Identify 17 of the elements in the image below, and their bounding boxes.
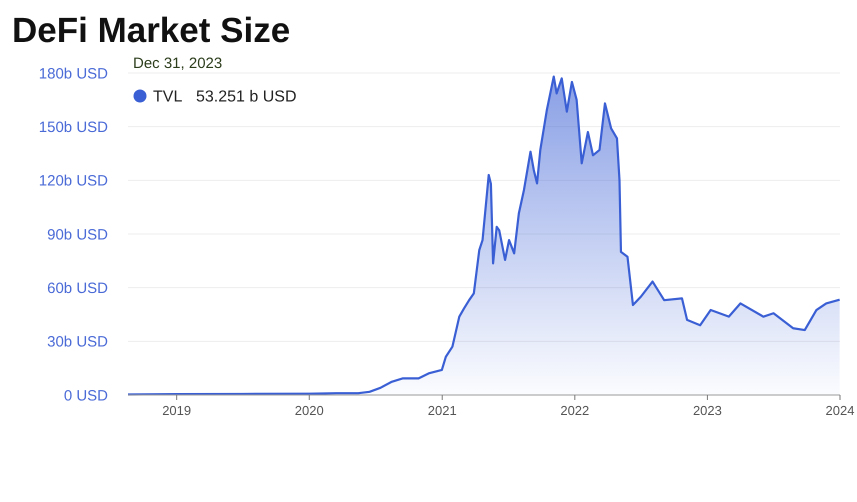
y-tick-label: 30b USD — [47, 334, 108, 351]
annotation: 53.251 b USD — [196, 88, 297, 106]
x-tick-label: 2023 — [692, 403, 722, 418]
y-tick-label: 150b USD — [38, 118, 108, 136]
x-tick-label: 2021 — [428, 403, 457, 418]
text: Dec 31, 2023 — [133, 55, 222, 72]
y-tick-label: 0 USD — [64, 387, 108, 404]
x-tick-label: 2020 — [294, 403, 324, 418]
y-tick-label: 180b USD — [38, 65, 108, 82]
legend-label: TVL — [153, 88, 182, 106]
x-tick-label: 2022 — [560, 403, 590, 418]
y-tick-label: 120b USD — [38, 172, 108, 190]
x-tick-label: 2019 — [162, 403, 192, 418]
y-tick-label: 90b USD — [47, 226, 108, 244]
chart-title: DeFi Market Size — [12, 11, 290, 50]
y-tick-label: 60b USD — [47, 280, 108, 297]
x-tick-label: 2024 — [826, 403, 854, 418]
